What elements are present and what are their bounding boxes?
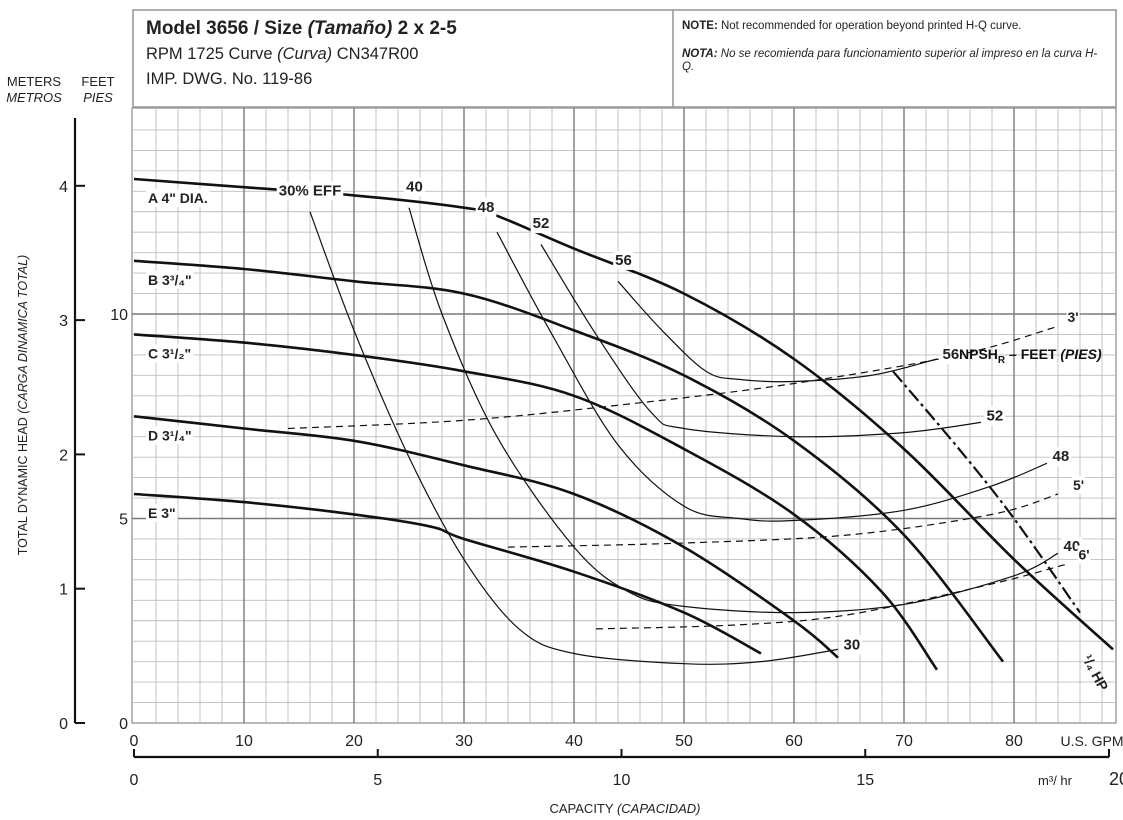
efficiency-label: 30: [844, 636, 861, 653]
gpm-tick-label: 50: [675, 733, 693, 750]
head-curve-label: D 3¹/₄": [148, 427, 192, 443]
feet-tick-label: 0: [119, 716, 128, 733]
page-title: Model 3656 / Size (Tamaño) 2 x 2-5: [146, 18, 457, 40]
head-curve-label: A 4" DIA.: [148, 190, 208, 206]
rpm-curve-line: RPM 1725 Curve (Curva) CN347R00: [146, 45, 418, 64]
efficiency-label: 56: [943, 346, 960, 363]
efficiency-label: 52: [533, 215, 550, 232]
feet-tick-label: 10: [110, 307, 128, 324]
npsh-label: 6': [1079, 546, 1090, 562]
head-curve-label: B 3³/₄": [148, 272, 192, 288]
npsh-label: 5': [1073, 477, 1084, 493]
m3hr-tick-label: 5: [373, 772, 382, 789]
gpm-tick-label: 80: [1005, 733, 1023, 750]
meters-unit-label: METERS METROS: [4, 74, 64, 106]
gpm-tick-label: 20: [345, 733, 363, 750]
meters-tick-label: 0: [59, 716, 68, 733]
m3hr-tick-label: 20: [1109, 769, 1123, 789]
m3hr-unit-label: m³/ hr: [1038, 773, 1073, 788]
gpm-tick-label: 10: [235, 733, 253, 750]
note-english: NOTE: Not recommended for operation beyo…: [682, 20, 1102, 33]
m3hr-tick-label: 10: [613, 772, 631, 789]
efficiency-label: 48: [1053, 448, 1070, 465]
feet-tick-label: 5: [119, 512, 128, 529]
m3hr-tick-label: 0: [130, 772, 139, 789]
meters-tick-label: 1: [59, 582, 68, 599]
gpm-tick-label: 70: [895, 733, 913, 750]
meters-tick-label: 2: [59, 447, 68, 464]
head-curve-label: E 3": [148, 505, 176, 521]
feet-unit-label: FEET PIES: [76, 74, 120, 106]
y-axis-title: TOTAL DYNAMIC HEAD (CARGA DINAMICA TOTAL…: [16, 255, 30, 556]
meters-tick-label: 3: [59, 313, 68, 330]
gpm-tick-label: 60: [785, 733, 803, 750]
drawing-number: IMP. DWG. No. 119-86: [146, 70, 312, 89]
meters-tick-label: 4: [59, 179, 68, 196]
efficiency-label: 52: [987, 407, 1004, 424]
efficiency-label: 56: [615, 252, 632, 269]
gpm-unit-label: U.S. GPM: [1060, 733, 1123, 749]
gpm-tick-label: 40: [565, 733, 583, 750]
npsh-label: 3': [1068, 309, 1079, 325]
m3hr-tick-label: 15: [856, 772, 874, 789]
efficiency-label: 48: [478, 199, 495, 216]
gpm-tick-label: 0: [130, 733, 139, 750]
x-axis-title: CAPACITY (CAPACIDAD): [550, 801, 701, 816]
efficiency-label: 40: [406, 178, 423, 195]
head-curve-label: C 3¹/₂": [148, 345, 191, 361]
efficiency-label: 30% EFF: [279, 182, 342, 199]
note-spanish: NOTA: No se recomienda para funcionamien…: [682, 48, 1102, 74]
gpm-tick-label: 30: [455, 733, 473, 750]
